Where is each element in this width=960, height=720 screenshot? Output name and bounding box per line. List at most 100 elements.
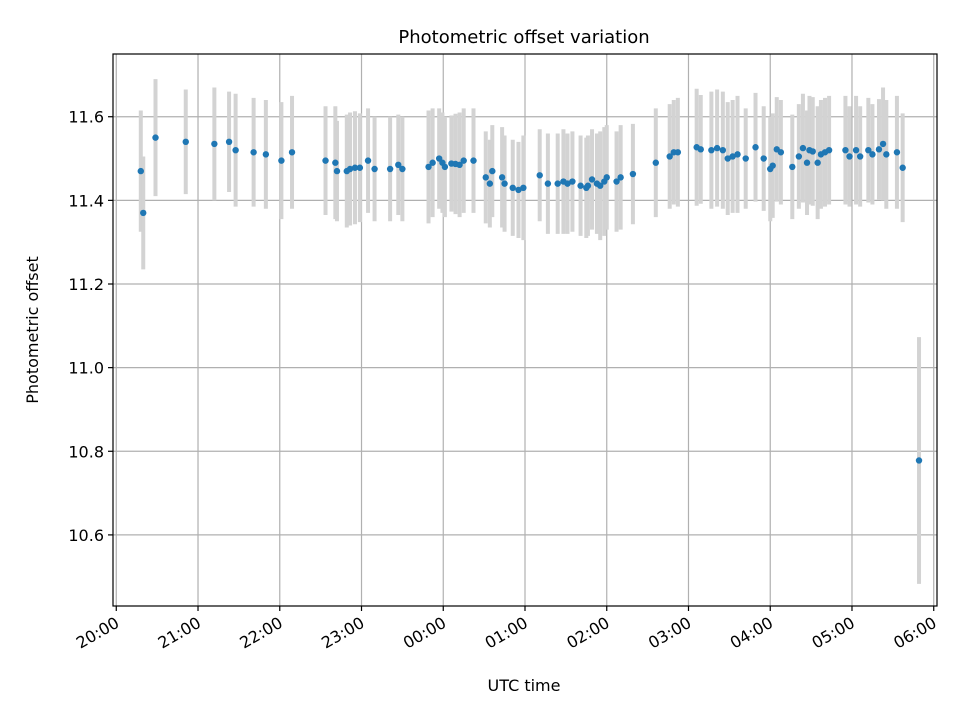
data-point [617, 174, 624, 181]
y-tick-label: 10.8 [68, 442, 104, 461]
data-point [515, 186, 522, 194]
x-tick-label: 02:00 [563, 613, 612, 653]
error-bars [138, 79, 922, 584]
data-point [865, 146, 872, 154]
data-point [225, 138, 233, 146]
data-point [697, 146, 704, 153]
data-point [211, 140, 218, 148]
data-point [742, 155, 749, 162]
data-point [869, 151, 876, 158]
y-tick-label: 11.4 [68, 191, 104, 210]
data-point [879, 140, 887, 148]
data-point [441, 163, 449, 171]
data-point [460, 157, 467, 164]
data-point [182, 138, 189, 146]
data-point [564, 180, 571, 187]
data-point [799, 144, 807, 152]
data-point [597, 182, 604, 189]
data-point [470, 157, 477, 164]
data-point [322, 157, 329, 164]
data-point [520, 184, 527, 192]
x-tick-label: 01:00 [482, 613, 531, 653]
data-point [846, 153, 853, 160]
data-point [729, 153, 736, 160]
data-point [724, 155, 731, 162]
data-point [915, 457, 923, 464]
data-point [795, 153, 803, 160]
y-tick-label: 11.6 [68, 108, 104, 127]
data-point [734, 151, 741, 158]
data-point [250, 149, 257, 156]
data-point [429, 159, 436, 166]
data-point [399, 165, 406, 173]
data-points [137, 134, 923, 464]
x-tick-label: 06:00 [890, 613, 939, 653]
data-point [652, 159, 659, 166]
data-point [893, 149, 901, 156]
data-point [777, 149, 785, 156]
data-point [769, 162, 776, 169]
data-point [346, 165, 354, 173]
x-tick-label: 04:00 [727, 613, 776, 653]
x-tick-label: 22:00 [236, 613, 285, 653]
data-point [333, 167, 341, 175]
data-point [584, 182, 592, 189]
data-point [760, 155, 767, 162]
data-point [386, 165, 394, 173]
data-point [262, 151, 270, 158]
data-point [899, 164, 906, 171]
data-point [371, 165, 378, 173]
x-tick-label: 05:00 [809, 613, 858, 653]
y-tick-label: 10.6 [68, 526, 104, 545]
data-point [288, 149, 296, 156]
data-point [544, 180, 552, 187]
data-point [278, 157, 285, 164]
data-point [629, 170, 637, 178]
x-tick-label: 20:00 [73, 613, 122, 653]
y-axis-label: Photometric offset [23, 256, 42, 404]
data-point [883, 151, 890, 158]
y-tick-label: 11.0 [68, 359, 104, 378]
data-point [674, 149, 682, 156]
x-tick-label: 23:00 [318, 613, 367, 653]
data-point [509, 184, 516, 192]
x-tick-label: 00:00 [400, 613, 449, 653]
data-point [708, 146, 715, 154]
data-point [456, 161, 463, 169]
data-point [425, 163, 432, 171]
data-point [842, 146, 849, 154]
data-point [825, 146, 833, 154]
data-point [140, 209, 147, 217]
data-point [536, 172, 543, 179]
data-point [232, 146, 239, 154]
data-point [719, 146, 727, 154]
data-point [501, 180, 508, 187]
data-point [364, 157, 372, 164]
x-tick-label: 03:00 [645, 613, 694, 653]
data-point [577, 182, 584, 189]
data-point [809, 148, 816, 155]
data-point [554, 180, 561, 187]
data-point [856, 153, 864, 160]
x-tick-label: 21:00 [155, 613, 204, 653]
data-point [498, 174, 506, 181]
data-point [875, 146, 883, 153]
data-point [152, 134, 159, 141]
data-point [852, 146, 860, 154]
data-point [332, 159, 339, 166]
data-point [395, 161, 402, 169]
data-point [789, 163, 796, 171]
y-tick-label: 11.2 [68, 275, 104, 294]
data-point [356, 164, 364, 171]
x-axis-label: UTC time [488, 676, 561, 695]
chart-title: Photometric offset variation [398, 27, 649, 48]
data-point [486, 180, 494, 187]
data-point [803, 159, 811, 166]
data-point [351, 164, 359, 171]
data-point [569, 178, 576, 185]
data-point [713, 144, 721, 152]
data-point [613, 178, 620, 185]
data-point [603, 174, 610, 181]
data-point [752, 144, 759, 151]
